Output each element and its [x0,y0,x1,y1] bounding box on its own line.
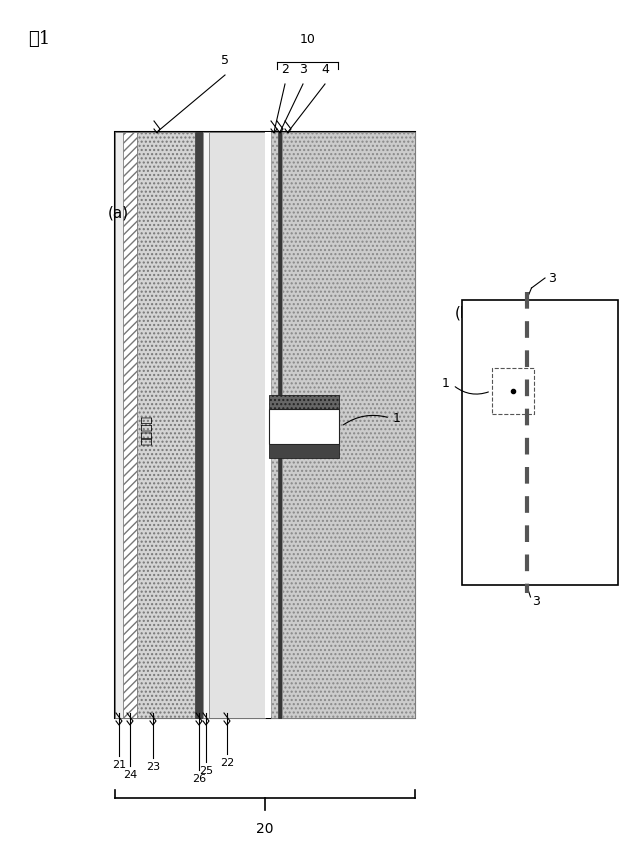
Bar [115,132,415,718]
Bar [115,132,123,718]
Text: 22: 22 [220,758,234,768]
Text: 1: 1 [393,411,401,425]
Text: 24: 24 [123,770,137,780]
Bar [265,132,271,718]
Bar [492,368,534,414]
Text: 3: 3 [299,63,307,76]
Bar [269,444,339,458]
Text: 3: 3 [532,595,540,607]
Bar [271,132,278,718]
Bar [462,300,618,585]
Text: 図1: 図1 [28,30,51,48]
Text: (b): (b) [455,305,477,320]
Text: 26: 26 [192,774,206,784]
Text: 4: 4 [321,63,329,76]
Bar [269,395,339,409]
Bar [195,132,203,718]
Text: 5: 5 [221,54,229,67]
Bar [137,132,195,718]
Bar [209,132,265,718]
Text: 10: 10 [300,33,316,46]
Text: 3: 3 [548,272,556,284]
Text: 25: 25 [199,766,213,776]
Text: 20: 20 [256,822,274,836]
Text: 2: 2 [281,63,289,76]
Bar [282,132,415,718]
Text: 23: 23 [146,762,160,772]
Text: 1: 1 [442,376,450,389]
Text: (a): (a) [108,205,129,220]
Text: 観察者側: 観察者側 [141,415,154,445]
Text: 21: 21 [112,760,126,770]
Bar [269,409,339,444]
Bar [203,132,209,718]
Bar [278,132,282,718]
Bar [123,132,137,718]
